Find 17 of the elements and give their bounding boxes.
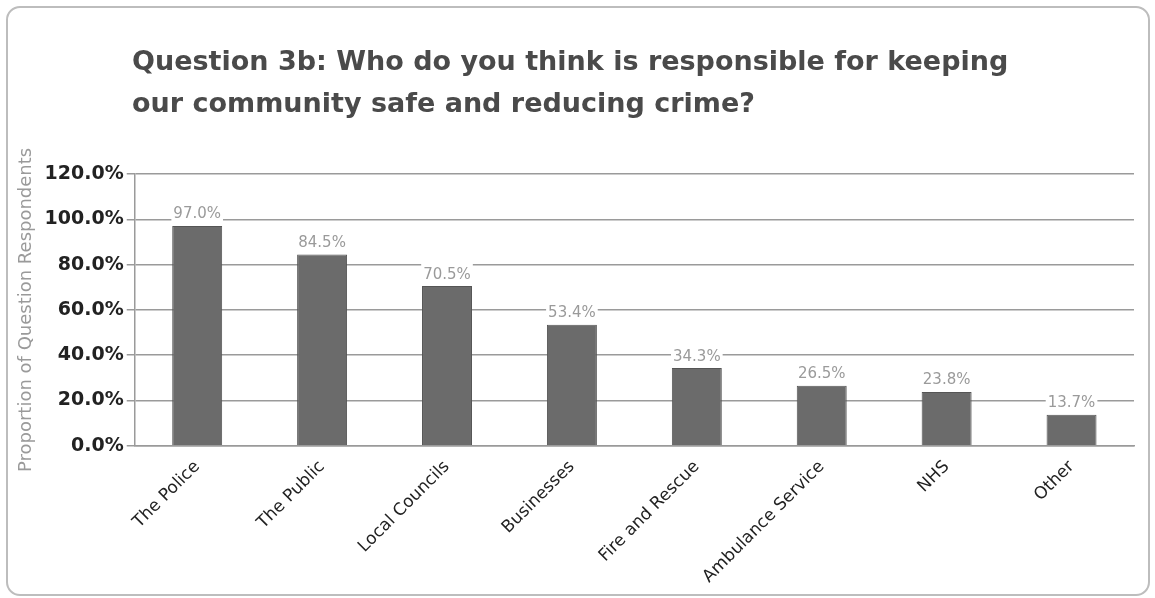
- chart-title: Question 3b: Who do you think is responsible for keeping our community safe and reducing crime?: [132, 44, 1010, 120]
- data-label: 26.5%: [797, 364, 846, 383]
- y-axis-title: Proportion of Question Respondents: [14, 147, 36, 473]
- data-label: 70.5%: [423, 264, 471, 283]
- data-label: 84.5%: [298, 232, 346, 251]
- data-label: 34.3%: [672, 346, 721, 365]
- y-tick-label: 120.0%: [44, 160, 124, 183]
- data-label: 23.8%: [922, 370, 971, 389]
- y-tick-label: 20.0%: [57, 387, 124, 410]
- y-tick-label: 80.0%: [57, 251, 124, 274]
- data-label: 53.4%: [548, 303, 596, 322]
- y-tick-label: 100.0%: [44, 206, 124, 229]
- y-tick-label: 0.0%: [71, 432, 124, 455]
- y-tick-label: 40.0%: [57, 342, 124, 365]
- y-tick-label: 60.0%: [57, 296, 124, 319]
- data-label: 13.7%: [1047, 393, 1096, 412]
- data-label: 97.0%: [173, 204, 222, 223]
